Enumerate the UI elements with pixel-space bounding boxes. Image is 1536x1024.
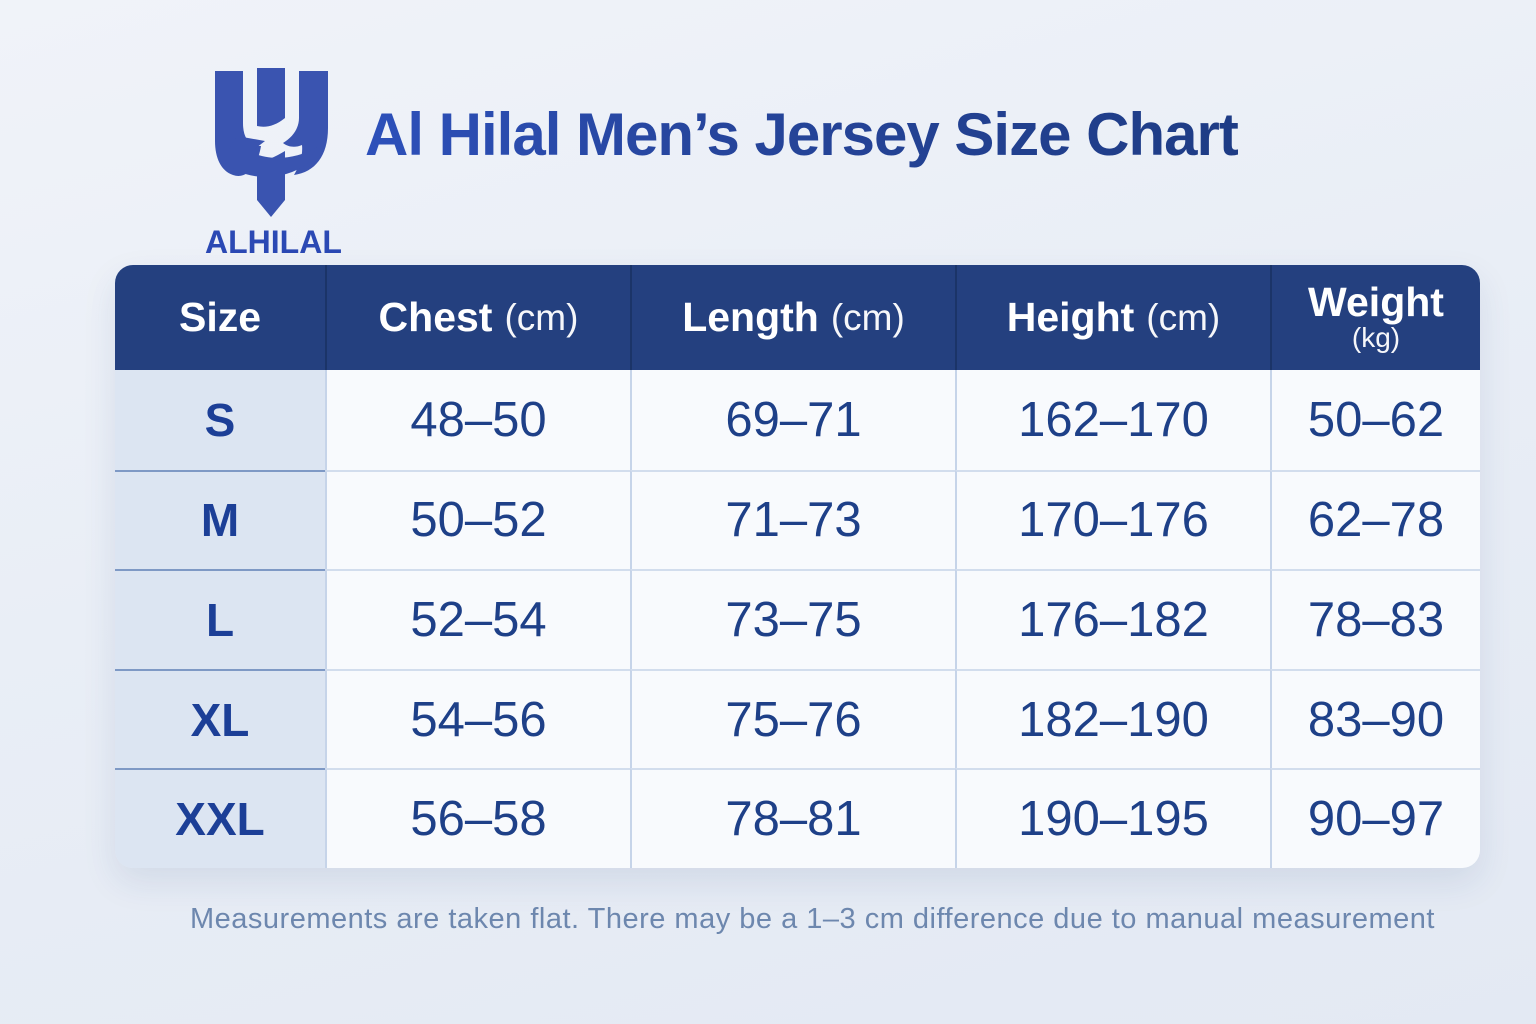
size-label-xxl: XXL <box>115 768 325 868</box>
header-cell-weight: Weight (kg) <box>1270 265 1480 370</box>
cell-l-height: 176–182 <box>955 569 1270 669</box>
cell-xxl-weight: 90–97 <box>1270 768 1480 868</box>
header-cell-size: Size <box>115 265 325 370</box>
cell-l-chest: 52–54 <box>325 569 630 669</box>
cell-xl-height: 182–190 <box>955 668 1270 769</box>
cell-xl-weight: 83–90 <box>1270 668 1480 769</box>
size-label-s: S <box>115 370 325 470</box>
header-cell-height: Height (cm) <box>955 265 1270 370</box>
cell-xxl-chest: 56–58 <box>325 768 630 868</box>
cell-m-weight: 62–78 <box>1270 469 1480 570</box>
header-label: Weight <box>1308 279 1444 326</box>
cell-xxl-length: 78–81 <box>630 768 955 868</box>
al-hilal-crest-icon <box>214 68 328 217</box>
cell-s-height: 162–170 <box>955 370 1270 470</box>
cell-l-length: 73–75 <box>630 569 955 669</box>
cell-xl-length: 75–76 <box>630 668 955 769</box>
logo-wordmark: ALHILAL <box>205 224 342 260</box>
cell-xl-chest: 54–56 <box>325 668 630 769</box>
header-label: Chest <box>378 294 493 340</box>
header-unit: (cm) <box>830 296 905 338</box>
al-hilal-logo: ALHILAL <box>205 68 342 261</box>
size-label-m: M <box>115 469 325 570</box>
cell-l-weight: 78–83 <box>1270 569 1480 669</box>
measurement-footnote: Measurements are taken flat. There may b… <box>190 903 1435 935</box>
cell-m-height: 170–176 <box>955 469 1270 570</box>
cell-s-chest: 48–50 <box>325 370 630 470</box>
header-cell-chest: Chest (cm) <box>325 265 630 370</box>
header-unit: (cm) <box>504 296 579 338</box>
header-label: Height <box>1006 294 1135 340</box>
cell-m-length: 71–73 <box>630 469 955 570</box>
size-label-xl: XL <box>115 668 325 769</box>
size-label-l: L <box>115 569 325 669</box>
size-table: Size Chest (cm) Length (cm) Height (cm) Weight(… <box>115 265 1480 868</box>
header-unit: (cm) <box>1146 296 1221 338</box>
cell-s-length: 69–71 <box>630 370 955 470</box>
header-cell-length: Length (cm) <box>630 265 955 370</box>
cell-m-chest: 50–52 <box>325 469 630 570</box>
header-label: Length <box>682 294 819 340</box>
page-title: Al Hilal Men’s Jersey Size Chart <box>365 101 1239 168</box>
cell-xxl-height: 190–195 <box>955 768 1270 868</box>
cell-s-weight: 50–62 <box>1270 370 1480 470</box>
header-label: Size <box>178 294 262 340</box>
header-unit: (kg) <box>1351 322 1401 354</box>
